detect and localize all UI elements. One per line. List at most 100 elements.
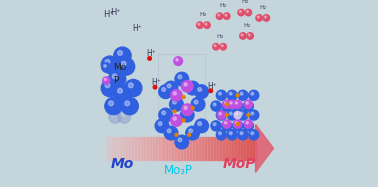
FancyArrow shape bbox=[196, 137, 197, 160]
FancyArrow shape bbox=[184, 137, 185, 160]
Circle shape bbox=[187, 133, 191, 136]
FancyArrow shape bbox=[238, 137, 239, 160]
Circle shape bbox=[218, 92, 222, 95]
Circle shape bbox=[225, 122, 227, 124]
Circle shape bbox=[104, 78, 106, 80]
Circle shape bbox=[230, 102, 232, 104]
Circle shape bbox=[184, 106, 187, 109]
FancyArrow shape bbox=[188, 137, 190, 160]
Circle shape bbox=[198, 88, 201, 91]
Circle shape bbox=[205, 23, 207, 25]
Text: H⁺: H⁺ bbox=[208, 82, 217, 91]
FancyArrow shape bbox=[163, 137, 164, 160]
Circle shape bbox=[164, 81, 178, 95]
FancyArrow shape bbox=[215, 137, 217, 160]
Circle shape bbox=[105, 83, 110, 88]
FancyArrow shape bbox=[129, 137, 130, 160]
FancyArrow shape bbox=[218, 137, 220, 160]
FancyArrow shape bbox=[227, 137, 229, 160]
Circle shape bbox=[105, 97, 122, 115]
Circle shape bbox=[175, 133, 178, 136]
Circle shape bbox=[213, 123, 216, 126]
FancyArrow shape bbox=[157, 137, 158, 160]
Circle shape bbox=[216, 13, 223, 19]
Circle shape bbox=[263, 15, 270, 21]
Circle shape bbox=[178, 75, 182, 79]
Circle shape bbox=[222, 101, 232, 111]
FancyArrow shape bbox=[166, 137, 167, 160]
FancyArrow shape bbox=[172, 137, 174, 160]
Circle shape bbox=[218, 14, 220, 16]
Circle shape bbox=[118, 111, 130, 123]
FancyArrow shape bbox=[138, 137, 139, 160]
Circle shape bbox=[155, 119, 169, 133]
Circle shape bbox=[197, 22, 203, 28]
FancyArrow shape bbox=[208, 137, 209, 160]
Circle shape bbox=[240, 92, 243, 95]
FancyArrow shape bbox=[239, 137, 241, 160]
FancyArrow shape bbox=[142, 137, 144, 160]
Circle shape bbox=[224, 103, 227, 106]
Text: MoP: MoP bbox=[223, 157, 256, 171]
FancyArrow shape bbox=[233, 137, 235, 160]
Circle shape bbox=[118, 88, 122, 93]
FancyArrow shape bbox=[193, 137, 194, 160]
FancyArrow shape bbox=[202, 137, 203, 160]
Circle shape bbox=[240, 33, 246, 39]
FancyArrow shape bbox=[221, 137, 223, 160]
Circle shape bbox=[104, 65, 106, 67]
Circle shape bbox=[251, 132, 254, 135]
FancyArrow shape bbox=[214, 137, 215, 160]
Circle shape bbox=[219, 113, 222, 115]
FancyArrow shape bbox=[109, 137, 111, 160]
FancyArrow shape bbox=[230, 137, 232, 160]
Circle shape bbox=[249, 90, 259, 100]
FancyArrow shape bbox=[127, 137, 129, 160]
Circle shape bbox=[189, 129, 193, 133]
Text: H₂: H₂ bbox=[220, 3, 227, 8]
Circle shape bbox=[195, 119, 208, 133]
Circle shape bbox=[102, 63, 111, 72]
Circle shape bbox=[249, 110, 259, 120]
Circle shape bbox=[176, 59, 178, 61]
Circle shape bbox=[246, 123, 248, 126]
Circle shape bbox=[181, 104, 193, 115]
Circle shape bbox=[159, 108, 172, 122]
Circle shape bbox=[235, 103, 237, 106]
Circle shape bbox=[234, 100, 242, 108]
FancyArrow shape bbox=[170, 137, 172, 160]
FancyArrow shape bbox=[206, 137, 208, 160]
Text: H₂: H₂ bbox=[243, 23, 250, 28]
FancyArrow shape bbox=[217, 137, 218, 160]
Circle shape bbox=[186, 126, 200, 140]
Circle shape bbox=[235, 102, 237, 104]
Circle shape bbox=[248, 34, 250, 36]
Circle shape bbox=[121, 113, 124, 117]
Circle shape bbox=[101, 56, 118, 73]
Circle shape bbox=[167, 129, 171, 133]
Circle shape bbox=[198, 122, 201, 126]
FancyArrow shape bbox=[223, 137, 224, 160]
Circle shape bbox=[229, 92, 232, 95]
FancyArrow shape bbox=[167, 137, 169, 160]
Circle shape bbox=[245, 9, 252, 16]
Text: H⁺: H⁺ bbox=[132, 24, 142, 33]
Circle shape bbox=[225, 14, 227, 16]
FancyArrow shape bbox=[249, 137, 251, 160]
Circle shape bbox=[244, 120, 253, 128]
Circle shape bbox=[243, 101, 253, 111]
Circle shape bbox=[195, 85, 208, 99]
Circle shape bbox=[109, 111, 122, 123]
Circle shape bbox=[265, 16, 266, 18]
FancyArrow shape bbox=[133, 137, 135, 160]
Circle shape bbox=[178, 138, 182, 142]
FancyArrow shape bbox=[242, 137, 243, 160]
FancyArrow shape bbox=[245, 137, 246, 160]
Circle shape bbox=[173, 92, 177, 95]
Text: H₂: H₂ bbox=[241, 0, 248, 4]
Circle shape bbox=[114, 85, 131, 102]
Circle shape bbox=[175, 135, 189, 149]
Text: H₂: H₂ bbox=[259, 5, 266, 10]
Circle shape bbox=[236, 94, 239, 97]
FancyArrow shape bbox=[150, 137, 151, 160]
